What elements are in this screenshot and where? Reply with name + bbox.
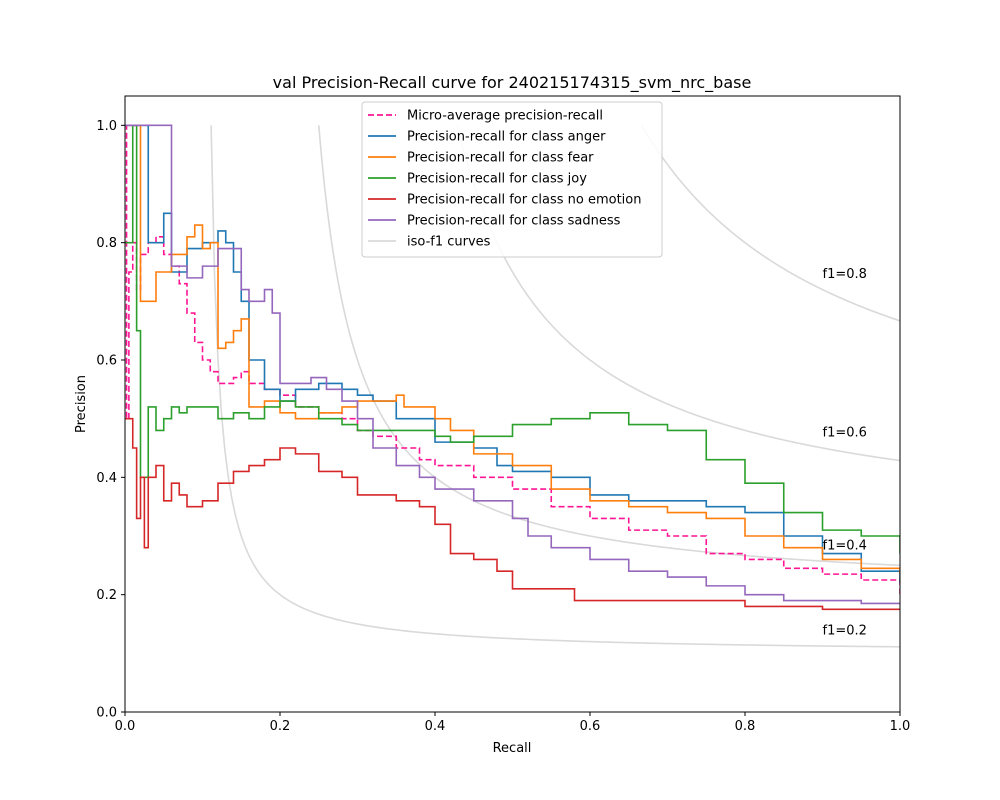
x-axis-label: Recall (493, 741, 532, 756)
x-tick-label-5: 1.0 (890, 719, 911, 734)
y-tick-label-1: 0.2 (96, 588, 117, 603)
y-tick-label-5: 1.0 (96, 119, 117, 134)
x-tick-label-1: 0.2 (270, 719, 291, 734)
x-tick-label-2: 0.4 (425, 719, 446, 734)
iso-f1-label-2: f1=0.6 (823, 425, 867, 440)
iso-f1-label-3: f1=0.8 (823, 267, 867, 282)
y-axis-label: Precision (74, 375, 89, 433)
plot-area (125, 124, 900, 648)
iso-f1-curve-1 (317, 125, 900, 567)
x-tick-label-0: 0.0 (115, 719, 136, 734)
legend-entry-1: Precision-recall for class anger (407, 130, 606, 145)
series-line-4 (125, 417, 900, 611)
legend-entry-3: Precision-recall for class joy (407, 172, 587, 187)
legend: Micro-average precision-recall Precision-… (361, 101, 663, 258)
x-tick-label-3: 0.6 (580, 719, 601, 734)
legend-entry-0: Micro-average precision-recall (407, 109, 603, 124)
chart-title: val Precision-Recall curve for 240215174… (273, 73, 752, 93)
axes-frame (124, 95, 901, 713)
legend-entry-6: iso-f1 curves (407, 235, 491, 250)
series-line-3 (125, 124, 900, 554)
legend-entry-4: Precision-recall for class no emotion (407, 193, 641, 208)
y-tick-label-4: 0.8 (96, 236, 117, 251)
legend-box (361, 101, 663, 258)
axis-ticks: 0.0 0.2 0.4 0.6 0.8 1.0 0.0 0.2 0.4 0.6 0.8 1.0 (96, 119, 910, 734)
y-tick-label-3: 0.6 (96, 354, 117, 369)
iso-f1-curve-3 (640, 124, 900, 322)
x-tick-label-4: 0.8 (735, 719, 756, 734)
iso-f1-curve-2 (456, 125, 900, 462)
legend-entry-2: Precision-recall for class fear (407, 151, 594, 166)
series-line-5 (125, 124, 900, 605)
iso-f1-curve-0 (210, 125, 900, 648)
legend-entry-5: Precision-recall for class sadness (407, 214, 621, 229)
iso-f1-label-0: f1=0.2 (823, 623, 867, 638)
series-line-2 (125, 124, 900, 575)
y-tick-label-0: 0.0 (96, 706, 117, 721)
y-tick-label-2: 0.4 (96, 471, 117, 486)
iso-f1-label-1: f1=0.4 (823, 538, 867, 553)
